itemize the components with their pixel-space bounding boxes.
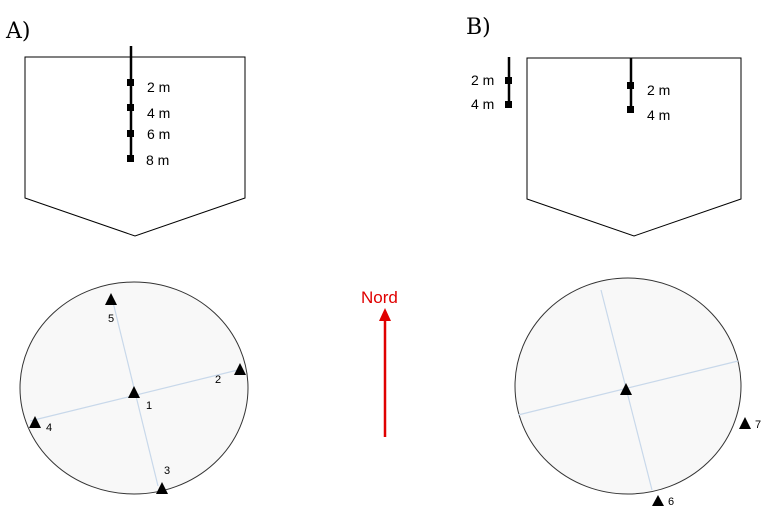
site-label-6: 6 [668, 496, 674, 506]
north-label: Nord [361, 288, 398, 307]
site-marker-6 [652, 495, 664, 506]
site-label-2: 2 [215, 374, 221, 386]
panel-a-sensor-8m [127, 155, 134, 162]
panel-b-hull [526, 57, 742, 237]
site-marker-4 [29, 416, 41, 428]
panel-b-footprint-circle [514, 277, 742, 495]
panel-b-outside-depth-label: 4 m [471, 96, 494, 112]
panel-b-sensor-2m [627, 82, 634, 89]
panel-a-depth-label: 4 m [147, 105, 170, 121]
site-marker-2 [234, 363, 246, 375]
north-arrow-icon [379, 308, 391, 321]
panel-a-depth-label: 8 m [146, 152, 169, 168]
panel-a-hull [24, 56, 246, 237]
site-marker-5 [105, 293, 117, 305]
site-marker-1 [128, 386, 140, 398]
site-label-3: 3 [164, 465, 170, 477]
panel-b-depth-label: 2 m [647, 82, 670, 98]
panel-b-sensor-4m [627, 106, 634, 113]
panel-a-depth-label: 6 m [147, 126, 170, 142]
panel-a-label: A) [5, 19, 30, 44]
site-marker-3 [156, 482, 168, 494]
panel-a-depth-label: 2 m [147, 79, 170, 95]
panel-a-sensor-6m [127, 130, 134, 137]
panel-b-center-marker [620, 383, 632, 395]
panel-b-outside-sensor-4m [505, 101, 512, 108]
site-label-1: 1 [146, 400, 152, 412]
panel-b-outside-depth-label: 2 m [471, 72, 494, 88]
panel-a-sensor-2m [127, 79, 134, 86]
site-label-4: 4 [46, 422, 52, 434]
site-label-5: 5 [108, 313, 114, 325]
panel-a-sensor-4m [127, 104, 134, 111]
panel-b-label: B) [466, 15, 491, 40]
site-label-7: 7 [755, 419, 761, 431]
panel-b-depth-label: 4 m [647, 107, 670, 123]
panel-b-outside-sensor-2m [505, 77, 512, 84]
site-marker-7 [739, 417, 751, 429]
